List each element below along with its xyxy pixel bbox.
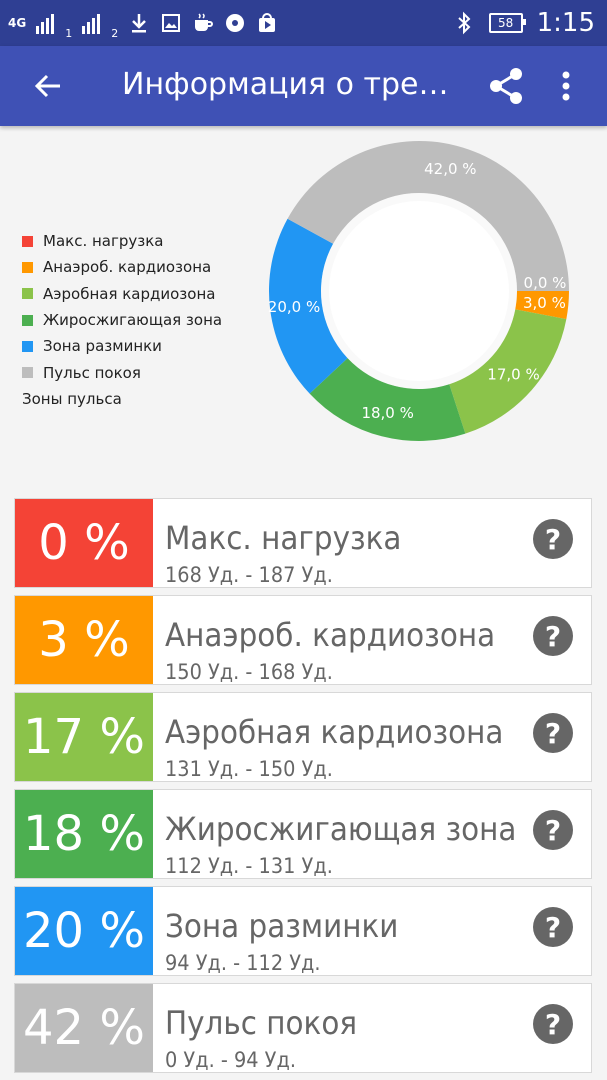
arrow-left-icon [34,74,60,98]
legend-swatch [22,261,33,273]
heart-rate-donut-chart: 3,0 % 17,0 % 18,0 % 20,0 % 42,0 % 0,0 % [268,141,569,441]
legend-swatch [22,288,33,300]
donut-slice [269,218,348,394]
sim2-label: 2 [111,27,119,40]
slice-label: 18,0 % [361,404,413,422]
legend-title: Зоны пульса [22,389,122,408]
legend-label: Макс. нагрузка [43,232,164,251]
slice-label: 3,0 % [523,294,566,312]
battery-icon: 58 [488,13,526,33]
download-icon [128,12,150,34]
zone-name: Жиросжигающая зона [165,810,517,848]
donut-slice [309,358,466,441]
zone-card-warmup[interactable]: 20 % Зона разминки 94 Уд. - 112 Уд. ? [14,886,592,976]
zone-card-resting[interactable]: 42 % Пульс покоя 0 Уд. - 94 Уд. ? [14,983,592,1073]
zone-name: Анаэроб. кардиозона [165,616,496,654]
coffee-icon [192,12,214,34]
legend-swatch [22,314,33,326]
image-icon [160,12,182,34]
bluetooth-icon [453,11,475,35]
zone-range: 131 Уд. - 150 Уд. [165,757,333,781]
zone-percent: 18 % [15,790,153,878]
zone-card-fat-burn[interactable]: 18 % Жиросжигающая зона 112 Уд. - 131 Уд… [14,789,592,879]
back-button[interactable] [26,64,70,108]
legend-swatch [22,340,33,352]
zone-range: 0 Уд. - 94 Уд. [165,1048,296,1072]
network-type: 4G [8,15,27,30]
donut-hole [329,201,509,381]
legend-label: Аэробная кардиозона [43,284,216,303]
legend-label: Зона разминки [43,337,162,356]
disc-icon [224,12,246,34]
legend-swatch [22,235,33,247]
share-icon [490,68,522,104]
status-bar: 4G 1 2 58 1:15 [0,0,607,46]
sim1-label: 1 [65,27,73,40]
help-icon[interactable]: ? [533,713,573,753]
donut-slice [287,141,569,291]
zone-name: Зона разминки [165,907,399,945]
help-icon[interactable]: ? [533,907,573,947]
help-icon[interactable]: ? [533,810,573,850]
legend-item: Макс. нагрузка [22,228,222,254]
legend-label: Пульс покоя [43,363,141,382]
help-icon[interactable]: ? [533,616,573,656]
more-options-button[interactable] [548,64,584,108]
share-button[interactable] [484,64,528,108]
legend-item: Зона разминки [22,333,222,359]
zone-range: 94 Уд. - 112 Уд. [165,951,321,975]
slice-label: 42,0 % [424,160,476,178]
slice-label: 17,0 % [487,365,539,383]
zone-percent: 3 % [15,596,153,684]
signal-icon [82,12,101,34]
legend-item: Анаэроб. кардиозона [22,254,222,280]
legend-swatch [22,367,33,379]
zone-card-aerobic[interactable]: 17 % Аэробная кардиозона 131 Уд. - 150 У… [14,692,592,782]
play-store-icon [256,12,278,34]
zone-percent: 20 % [15,887,153,975]
donut-slice [449,309,567,434]
zone-range: 150 Уд. - 168 Уд. [165,660,333,684]
signal-icon [36,12,55,34]
zone-name: Макс. нагрузка [165,519,402,557]
zone-range: 168 Уд. - 187 Уд. [165,563,333,587]
zone-name: Пульс покоя [165,1004,358,1042]
donut-slice [515,291,569,320]
slice-label: 20,0 % [268,298,320,316]
zone-percent: 42 % [15,984,153,1072]
zone-name: Аэробная кардиозона [165,713,504,751]
legend-item: Пульс покоя [22,359,222,385]
clock: 1:15 [536,8,595,38]
page-title: Информация о трени… [122,67,452,102]
zone-card-anaerobic[interactable]: 3 % Анаэроб. кардиозона 150 Уд. - 168 Уд… [14,595,592,685]
more-vert-icon [562,71,570,101]
legend-label: Анаэроб. кардиозона [43,258,212,277]
app-bar: Информация о трени… [0,46,607,126]
chart-legend: Макс. нагрузка Анаэроб. кардиозона Аэроб… [22,228,222,408]
zone-card-max-load[interactable]: 0 % Макс. нагрузка 168 Уд. - 187 Уд. ? [14,498,592,588]
help-icon[interactable]: ? [533,519,573,559]
legend-item: Жиросжигающая зона [22,307,222,333]
legend-label: Жиросжигающая зона [43,311,223,330]
legend-item: Аэробная кардиозона [22,281,222,307]
zone-percent: 0 % [15,499,153,587]
zone-percent: 17 % [15,693,153,781]
zone-range: 112 Уд. - 131 Уд. [165,854,333,878]
slice-label: 0,0 % [524,274,567,292]
battery-level: 58 [497,16,514,30]
help-icon[interactable]: ? [533,1004,573,1044]
